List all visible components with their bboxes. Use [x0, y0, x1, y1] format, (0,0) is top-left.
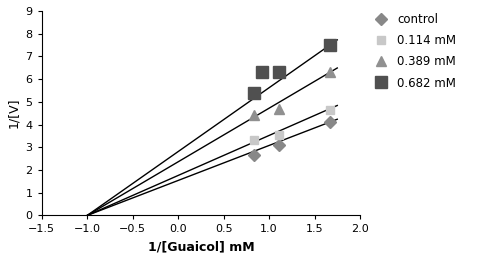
Y-axis label: 1/[V]: 1/[V] — [7, 98, 20, 128]
Legend: control, 0.114 mM, 0.389 mM, 0.682 mM: control, 0.114 mM, 0.389 mM, 0.682 mM — [369, 13, 456, 89]
X-axis label: 1/[Guaicol] mM: 1/[Guaicol] mM — [148, 240, 254, 253]
